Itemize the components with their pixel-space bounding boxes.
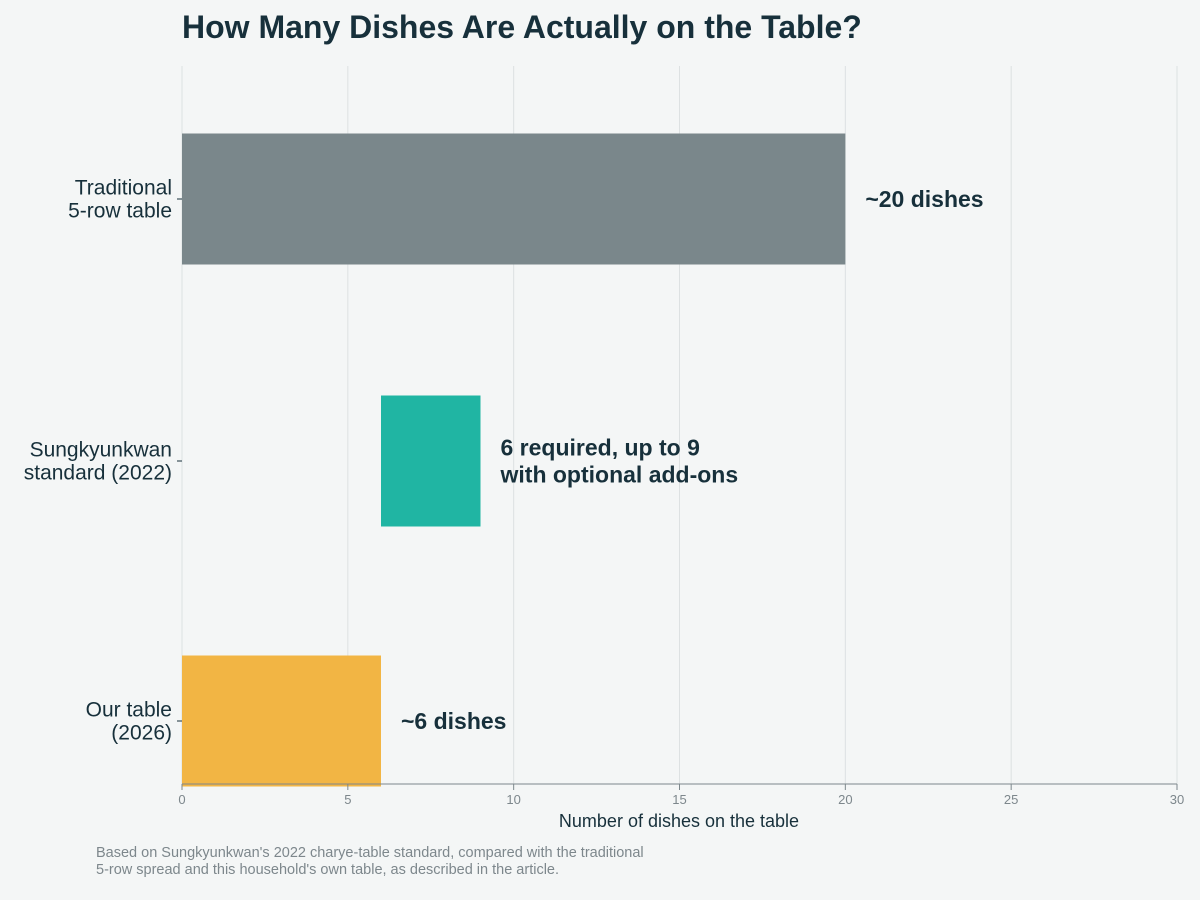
text-line: Our table bbox=[86, 699, 172, 722]
text-line: 6 required, up to 9 bbox=[501, 435, 700, 461]
text-line: Based on Sungkyunkwan's 2022 charye-tabl… bbox=[96, 845, 644, 861]
chart-title: How Many Dishes Are Actually on the Tabl… bbox=[182, 9, 862, 45]
footnote: Based on Sungkyunkwan's 2022 charye-tabl… bbox=[96, 845, 644, 878]
category-label: Our table (2026) bbox=[86, 699, 172, 745]
x-tick-label: 20 bbox=[838, 792, 852, 807]
category-label: Traditional 5-row table bbox=[68, 177, 172, 223]
text-line: Sungkyunkwan bbox=[30, 439, 172, 462]
x-axis: 0 5 10 15 20 25 30 bbox=[178, 783, 1184, 807]
text-line: standard (2022) bbox=[24, 462, 172, 485]
x-tick-label: 10 bbox=[506, 792, 520, 807]
text-line: 5-row spread and this household's own ta… bbox=[96, 862, 559, 878]
data-labels: ~20 dishes 6 required, up to 9 with option… bbox=[401, 186, 984, 734]
category-labels: Traditional 5-row table Sungkyunkwan standa… bbox=[24, 177, 182, 745]
data-label: ~20 dishes bbox=[865, 186, 983, 212]
text-line: 5-row table bbox=[68, 200, 172, 223]
x-tick-label: 30 bbox=[1170, 792, 1184, 807]
x-tick-label: 5 bbox=[344, 792, 351, 807]
data-label: ~6 dishes bbox=[401, 708, 506, 734]
bars bbox=[182, 133, 846, 787]
text-line: (2026) bbox=[111, 722, 172, 745]
text-line: ~20 dishes bbox=[865, 186, 983, 212]
bar bbox=[381, 395, 481, 527]
x-tick-label: 0 bbox=[178, 792, 185, 807]
x-tick-label: 15 bbox=[672, 792, 686, 807]
data-label: 6 required, up to 9 with optional add-ons bbox=[500, 435, 739, 488]
bar bbox=[182, 133, 846, 265]
text-line: with optional add-ons bbox=[500, 462, 739, 488]
text-line: Traditional bbox=[75, 177, 172, 200]
text-line: ~6 dishes bbox=[401, 708, 506, 734]
category-label: Sungkyunkwan standard (2022) bbox=[24, 439, 172, 485]
x-axis-title: Number of dishes on the table bbox=[559, 811, 799, 831]
x-tick-label: 25 bbox=[1004, 792, 1018, 807]
bar bbox=[182, 655, 381, 787]
